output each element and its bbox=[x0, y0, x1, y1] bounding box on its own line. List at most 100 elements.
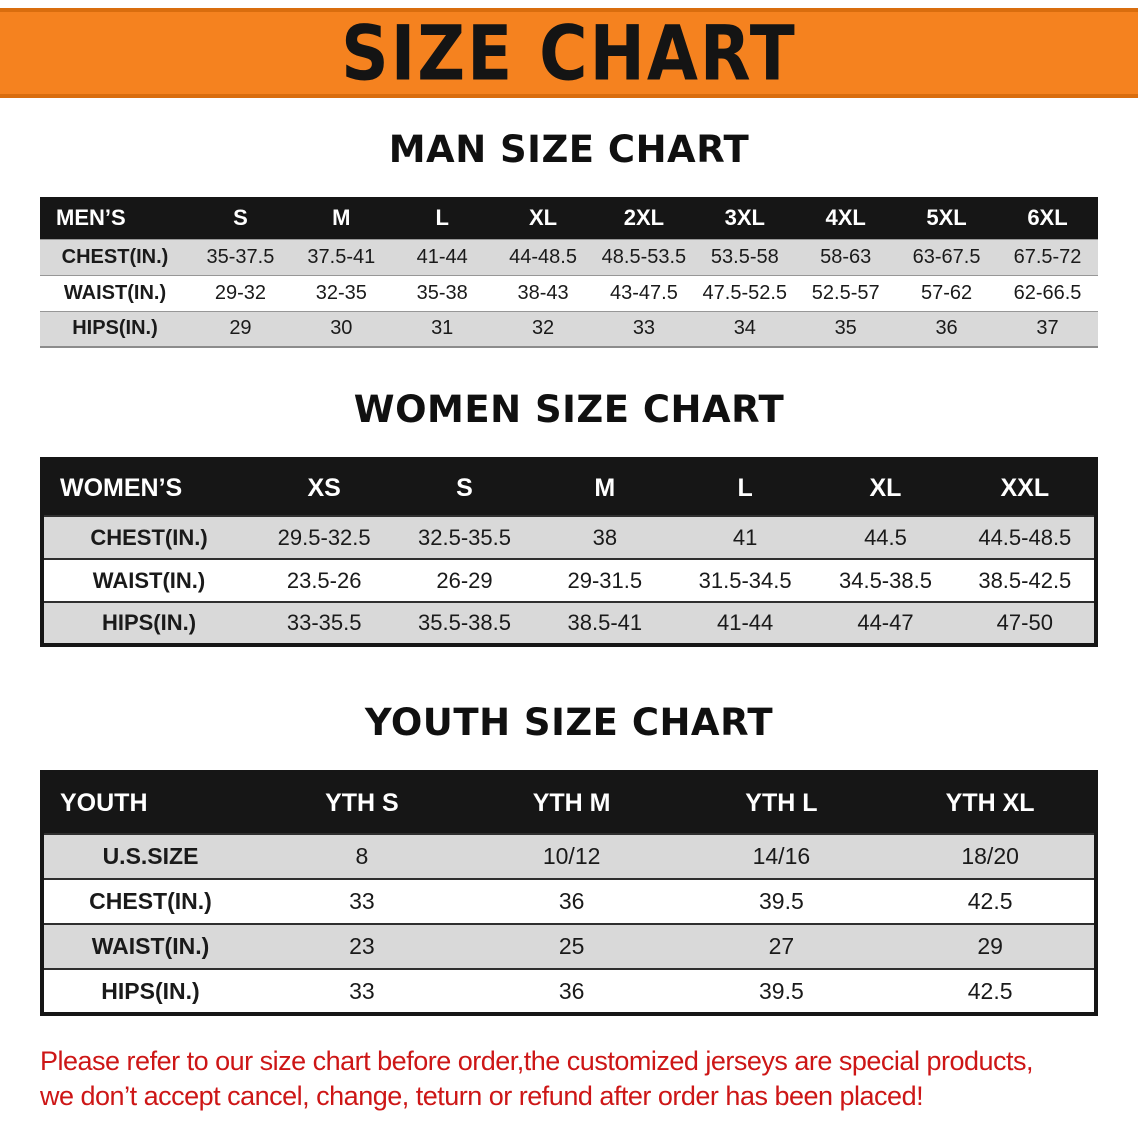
size-value-cell: 42.5 bbox=[886, 878, 1096, 924]
size-value-cell: 36 bbox=[896, 310, 997, 347]
size-value-cell: 41-44 bbox=[391, 238, 493, 275]
measurement-row: HIPS(IN.) 33-35.5 35.5-38.5 38.5-41 41-44 44-… bbox=[42, 601, 1096, 645]
size-value-cell: 44.5 bbox=[815, 515, 956, 559]
size-value-cell: 67.5-72 bbox=[997, 238, 1098, 275]
size-value-cell: 44-47 bbox=[815, 601, 956, 645]
size-value-cell: 29 bbox=[190, 310, 291, 347]
disclaimer-line-1: Please refer to our size chart before or… bbox=[40, 1046, 1034, 1076]
size-value-cell: 32.5-35.5 bbox=[394, 515, 535, 559]
size-value-cell: 35 bbox=[795, 310, 897, 347]
size-value-cell: 18/20 bbox=[886, 833, 1096, 879]
table-title-cell: MEN’S bbox=[56, 204, 126, 230]
page-title: SIZE CHART bbox=[341, 8, 797, 98]
size-value-cell: 23.5-26 bbox=[254, 558, 395, 602]
size-value-cell: 37.5-41 bbox=[290, 238, 392, 275]
size-column-header: S bbox=[456, 473, 473, 502]
size-value-cell: 33 bbox=[593, 310, 695, 347]
banner: SIZE CHART bbox=[0, 8, 1138, 98]
size-column-header: YTH S bbox=[325, 789, 399, 817]
size-value-cell: 32 bbox=[492, 310, 594, 347]
row-label-cell: WAIST(IN.) bbox=[42, 558, 254, 602]
measurement-row: WAIST(IN.) 29-32 32-35 35-38 38-43 43-47.5 47.… bbox=[40, 274, 1098, 311]
youth-section-heading: YOUTH SIZE CHART bbox=[364, 701, 774, 744]
table-header-row: YOUTH YTH S YTH M YTH L YTH XL bbox=[42, 772, 1096, 834]
size-value-cell: 33 bbox=[257, 878, 467, 924]
men-size-table: MEN’S S M L XL 2XL 3XL 4XL 5XL 6XL CHEST(IN.) 35-37… bbox=[40, 197, 1098, 348]
row-label-cell: HIPS(IN.) bbox=[42, 601, 254, 645]
size-column-header: YTH L bbox=[745, 789, 818, 817]
size-column-header: 5XL bbox=[926, 204, 967, 230]
size-value-cell: 38-43 bbox=[492, 274, 594, 311]
size-value-cell: 29.5-32.5 bbox=[254, 515, 395, 559]
measurement-row: CHEST(IN.) 35-37.5 37.5-41 41-44 44-48.5 48.5… bbox=[40, 238, 1098, 275]
women-section-heading: WOMEN SIZE CHART bbox=[353, 388, 785, 431]
disclaimer-line-2: we don’t accept cancel, change, teturn o… bbox=[40, 1080, 924, 1111]
size-value-cell: 41-44 bbox=[674, 601, 816, 645]
size-value-cell: 38 bbox=[534, 515, 675, 559]
size-value-cell: 29-31.5 bbox=[534, 558, 675, 602]
row-label-cell: CHEST(IN.) bbox=[42, 878, 257, 924]
row-label-cell: U.S.SIZE bbox=[42, 833, 257, 879]
size-value-cell: 27 bbox=[676, 923, 887, 969]
measurement-row: U.S.SIZE 8 10/12 14/16 18/20 bbox=[42, 833, 1096, 879]
size-column-header: YTH XL bbox=[945, 789, 1035, 817]
size-value-cell: 31 bbox=[391, 310, 493, 347]
women-size-table: WOMEN’S XS S M L XL XXL CHEST(IN.) 29.5-32.5 32.5… bbox=[40, 457, 1098, 647]
size-value-cell: 35-37.5 bbox=[190, 238, 291, 275]
size-value-cell: 43-47.5 bbox=[593, 274, 695, 311]
youth-size-section: YOUTH SIZE CHART YOUTH YTH S YTH M YTH L YTH… bbox=[0, 701, 1138, 1016]
size-column-header: XXL bbox=[1000, 473, 1050, 502]
size-value-cell: 33 bbox=[257, 968, 467, 1014]
size-value-cell: 47-50 bbox=[955, 601, 1096, 645]
row-label-cell: WAIST(IN.) bbox=[42, 923, 257, 969]
table-header-row: WOMEN’S XS S M L XL XXL bbox=[42, 459, 1096, 516]
size-column-header: M bbox=[594, 473, 616, 502]
size-value-cell: 26-29 bbox=[394, 558, 535, 602]
measurement-row: CHEST(IN.) 29.5-32.5 32.5-35.5 38 41 44.5 44.5… bbox=[42, 515, 1096, 559]
size-column-header: XL bbox=[529, 204, 558, 230]
size-value-cell: 52.5-57 bbox=[795, 274, 897, 311]
size-value-cell: 35.5-38.5 bbox=[394, 601, 535, 645]
size-value-cell: 44-48.5 bbox=[492, 238, 594, 275]
size-value-cell: 8 bbox=[257, 833, 467, 879]
size-column-header: 2XL bbox=[623, 204, 665, 230]
size-value-cell: 34 bbox=[694, 310, 796, 347]
measurement-row: HIPS(IN.) 33 36 39.5 42.5 bbox=[42, 968, 1096, 1014]
youth-size-table: YOUTH YTH S YTH M YTH L YTH XL U.S.SIZE 8 10/12… bbox=[40, 770, 1098, 1016]
size-value-cell: 48.5-53.5 bbox=[593, 238, 695, 275]
measurement-row: HIPS(IN.) 29 30 31 32 33 34 35 36 37 bbox=[40, 310, 1098, 347]
table-title-cell: WOMEN’S bbox=[60, 473, 183, 502]
row-label-cell: CHEST(IN.) bbox=[42, 515, 254, 559]
size-value-cell: 10/12 bbox=[466, 833, 677, 879]
size-column-header: 4XL bbox=[825, 204, 866, 230]
size-value-cell: 32-35 bbox=[290, 274, 392, 311]
size-value-cell: 37 bbox=[997, 310, 1098, 347]
row-label-cell: HIPS(IN.) bbox=[42, 968, 257, 1014]
size-value-cell: 30 bbox=[290, 310, 392, 347]
size-chart-page: SIZE CHART MAN SIZE CHART MEN’S S M L XL 2XL 3… bbox=[0, 8, 1138, 1140]
table-header-row: MEN’S S M L XL 2XL 3XL 4XL 5XL 6XL bbox=[40, 197, 1098, 239]
size-value-cell: 62-66.5 bbox=[997, 274, 1098, 311]
size-column-header: L bbox=[737, 473, 753, 502]
size-value-cell: 63-67.5 bbox=[896, 238, 997, 275]
men-section-heading: MAN SIZE CHART bbox=[388, 128, 750, 171]
size-value-cell: 58-63 bbox=[795, 238, 897, 275]
table-title-cell: YOUTH bbox=[60, 789, 148, 817]
size-value-cell: 31.5-34.5 bbox=[674, 558, 816, 602]
size-value-cell: 29 bbox=[886, 923, 1096, 969]
disclaimer: Please refer to our size chart before or… bbox=[40, 1044, 1138, 1113]
measurement-row: WAIST(IN.) 23 25 27 29 bbox=[42, 923, 1096, 969]
size-value-cell: 29-32 bbox=[190, 274, 291, 311]
size-value-cell: 39.5 bbox=[676, 968, 887, 1014]
size-column-header: XS bbox=[307, 473, 341, 502]
size-column-header: M bbox=[332, 204, 351, 230]
size-value-cell: 36 bbox=[466, 878, 677, 924]
size-column-header: YTH M bbox=[532, 789, 611, 817]
size-value-cell: 38.5-42.5 bbox=[955, 558, 1096, 602]
measurement-row: WAIST(IN.) 23.5-26 26-29 29-31.5 31.5-34.5 34… bbox=[42, 558, 1096, 602]
size-column-header: XL bbox=[869, 473, 902, 502]
size-value-cell: 44.5-48.5 bbox=[955, 515, 1096, 559]
size-value-cell: 57-62 bbox=[896, 274, 997, 311]
size-value-cell: 41 bbox=[674, 515, 816, 559]
size-column-header: 6XL bbox=[1027, 204, 1068, 230]
